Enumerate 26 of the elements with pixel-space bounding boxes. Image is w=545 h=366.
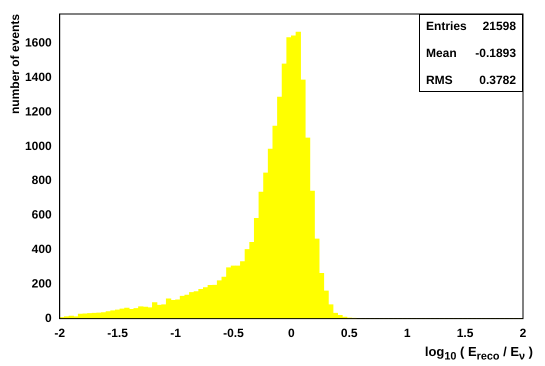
y-tick-label: 1400: [24, 70, 52, 84]
y-tick-label: 800: [32, 173, 52, 188]
x-tick-label: -2: [54, 326, 66, 340]
y-tick-label: 1200: [24, 104, 52, 118]
y-tick-label: 200: [32, 276, 52, 290]
y-tick-label: 400: [32, 242, 52, 256]
y-tick-label: 600: [32, 208, 52, 222]
x-tick-label: 0: [288, 326, 296, 340]
y-tick-label: 0: [45, 310, 52, 325]
y-tick-label: 1600: [24, 36, 52, 50]
annotation: Mean: [426, 46, 458, 60]
x-tick-label: -1.5: [107, 326, 128, 340]
y-tick-label: 1000: [24, 138, 52, 153]
annotation: -0.1893: [474, 46, 516, 60]
annotation: 21598: [482, 19, 516, 33]
annotation: 0.3782: [478, 73, 516, 87]
x-tick-label: 1.5: [456, 326, 474, 340]
annotation: Entries: [426, 19, 468, 33]
x-tick-label: -0.5: [223, 326, 244, 340]
x-tick-label: -1: [170, 326, 182, 340]
annotation: RMS: [426, 73, 454, 87]
x-tick-label: 1: [404, 326, 411, 340]
x-tick-label: 0.5: [340, 326, 358, 340]
y-axis-title: number of events: [8, 14, 22, 114]
x-axis-title: log$_{10}$ ( E$_{reco}$ / E$_{ν}$ ): [424, 344, 533, 363]
x-tick-label: 2: [520, 326, 527, 340]
